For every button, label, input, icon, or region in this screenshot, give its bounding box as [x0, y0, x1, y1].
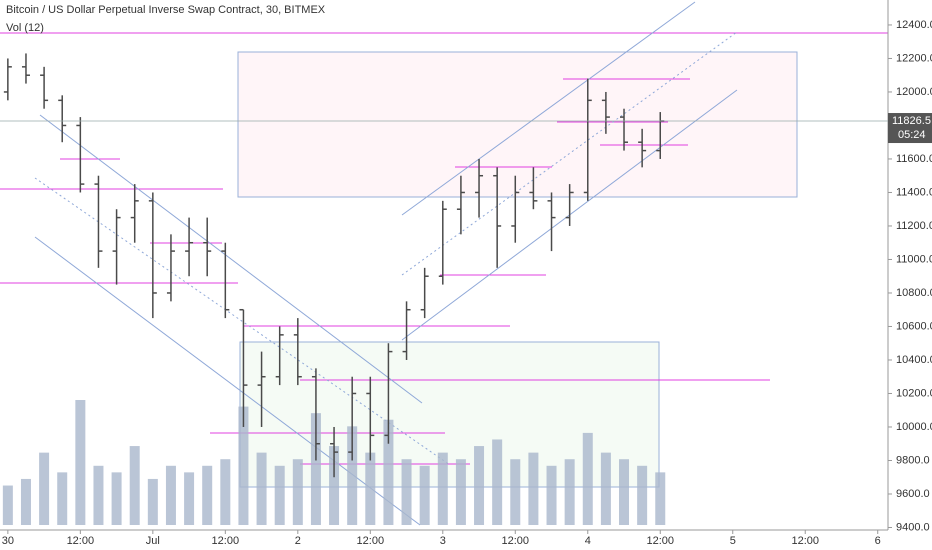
volume-bar [528, 452, 539, 525]
y-tick-label: 10000.0 [896, 421, 932, 433]
last-price-label: 11826.5 [892, 115, 931, 127]
drawings [0, 1, 888, 526]
x-tick-label: Jul [146, 535, 160, 547]
volume-bar [365, 452, 376, 525]
trend-line [39, 114, 423, 404]
volume-bar [310, 413, 321, 525]
y-tick-label: 11400.0 [896, 186, 932, 198]
volume-bar [147, 478, 158, 525]
volume-bar [582, 432, 593, 525]
volume-bar [437, 452, 448, 525]
y-tick-label: 9400.0 [896, 521, 930, 533]
price-axis-bg [888, 0, 932, 550]
x-tick-label: 12:00 [357, 535, 385, 547]
x-tick-label: 12:00 [67, 535, 95, 547]
trend-line [34, 177, 451, 466]
volume-bar [655, 472, 666, 525]
x-tick-label: 5 [730, 535, 736, 547]
x-tick-label: 12:00 [502, 535, 530, 547]
x-tick-label: 12:00 [646, 535, 674, 547]
volume-bar [39, 452, 50, 525]
volume-bar [202, 465, 213, 525]
volume-bar [238, 406, 249, 525]
volume-bar [329, 446, 340, 525]
y-tick-label: 12000.0 [896, 86, 932, 98]
y-tick-label: 9600.0 [896, 488, 930, 500]
volume-bar [419, 465, 430, 525]
volume-bar [564, 459, 575, 525]
y-tick-label: 12200.0 [896, 52, 932, 64]
y-tick-label: 11200.0 [896, 220, 932, 232]
x-tick-label: 3 [440, 535, 446, 547]
volume-bar [111, 472, 122, 525]
x-tick-label: 2 [295, 535, 301, 547]
chart-title: Bitcoin / US Dollar Perpetual Inverse Sw… [6, 4, 326, 16]
countdown-label: 05:24 [898, 129, 926, 141]
volume-bar [2, 485, 13, 525]
y-tick-label: 10800.0 [896, 287, 932, 299]
x-tick-label: 12:00 [212, 535, 240, 547]
range-box [237, 51, 798, 198]
volume-bar [401, 459, 412, 525]
volume-bar [347, 426, 358, 525]
trend-line [401, 31, 738, 276]
volume-bar [184, 472, 195, 525]
volume-bar [220, 459, 231, 525]
volume-bar [57, 472, 68, 525]
volume-bar [600, 452, 611, 525]
volume-bar [455, 459, 466, 525]
y-tick-label: 10200.0 [896, 387, 932, 399]
trend-line [401, 1, 696, 216]
volume-bar [93, 465, 104, 525]
volume-bar [637, 465, 648, 525]
y-tick-label: 9800.0 [896, 454, 930, 466]
volume-bar [474, 446, 485, 525]
volume-bar [20, 478, 31, 525]
y-tick-label: 10400.0 [896, 354, 932, 366]
volume-label: Vol (12) [6, 22, 44, 34]
volume-bar [546, 465, 557, 525]
volume-bar [292, 459, 303, 525]
x-tick-label: 6 [875, 535, 881, 547]
y-tick-label: 12400.0 [896, 19, 932, 31]
y-tick-label: 11600.0 [896, 153, 932, 165]
y-tick-label: 11000.0 [896, 253, 932, 265]
volume-bar [165, 465, 176, 525]
x-tick-label: 12:00 [791, 535, 819, 547]
volume-bar [75, 400, 86, 525]
y-tick-label: 10600.0 [896, 320, 932, 332]
x-tick-label: 30 [2, 535, 14, 547]
volume-bar [274, 465, 285, 525]
volume-bar [510, 459, 521, 525]
volume-bar [492, 439, 503, 525]
volume-bar [383, 419, 394, 525]
volume-bar [256, 452, 267, 525]
volume-bar [619, 459, 630, 525]
last-price-box [888, 113, 932, 144]
volume-bar [129, 446, 140, 525]
x-tick-label: 4 [585, 535, 591, 547]
